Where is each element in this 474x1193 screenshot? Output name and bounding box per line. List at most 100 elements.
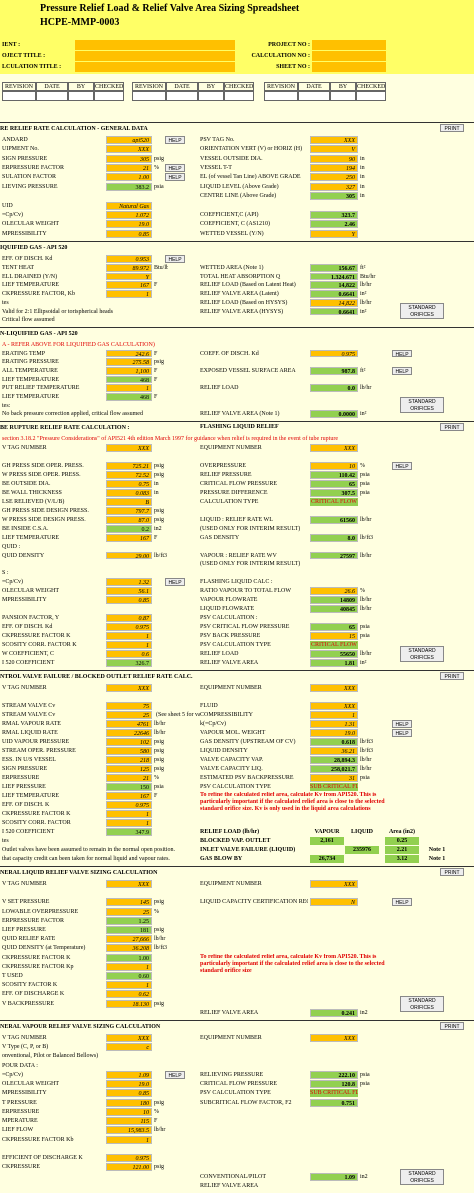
label: EFF. OF DISCH. Kd: [2, 256, 53, 262]
calc-cell: 468: [106, 393, 152, 401]
label: VESSEL T-T: [200, 165, 232, 172]
help-button[interactable]: HELP: [392, 367, 412, 375]
unit: lb/hr: [360, 385, 372, 392]
label: tes:: [2, 402, 11, 409]
calc-cell: 0.241: [310, 1008, 358, 1017]
calc-cell: 150: [106, 783, 152, 791]
help-button[interactable]: HELP: [165, 578, 185, 587]
help-button[interactable]: HELP: [392, 898, 412, 907]
input-cell: 1.072: [106, 210, 152, 219]
standard-orifices-button[interactable]: STANDARD ORIFICES: [400, 397, 444, 413]
label: QUID RELIEF RATE: [2, 936, 56, 943]
revision-header: CHECKED: [224, 82, 254, 91]
print-button[interactable]: PRINT: [440, 868, 464, 876]
print-button[interactable]: PRINT: [440, 1022, 464, 1030]
print-button[interactable]: PRINT: [440, 124, 464, 132]
input-cell: Natural Gas: [106, 201, 152, 210]
input-cell: 0.975: [106, 1154, 152, 1163]
unit: F: [154, 534, 158, 541]
help-button[interactable]: HELP: [165, 255, 185, 263]
label: FLUID: [200, 703, 218, 709]
label: MPERATURE: [2, 1118, 38, 1125]
label: PSV CALCULATION TYPE: [200, 1090, 271, 1097]
unit: Btu/lb: [154, 264, 168, 271]
input-cell: 1: [106, 962, 152, 971]
calc-cell: 1.00: [106, 953, 152, 962]
unit: %: [360, 462, 365, 469]
revision-header: DATE: [166, 82, 198, 91]
label: GH PRESS SIDE OPER. PRESS.: [2, 462, 84, 469]
label: W PRESS SIDE OPER. PRESS.: [2, 471, 81, 478]
input-cell: 102: [106, 738, 152, 746]
label: SIGN PRESSURE: [2, 766, 48, 772]
unit: lb/ft3: [154, 552, 167, 559]
label: V TAG NUMBER: [2, 685, 47, 691]
input-cell: N: [310, 898, 358, 907]
calc-cell: 181: [106, 926, 152, 934]
label: BE INSIDE C.S.A.: [2, 525, 49, 532]
label: OLECULAR WEIGHT: [2, 221, 60, 228]
label: =Cp/Cv): [2, 1071, 24, 1078]
input-cell: 275.58: [106, 358, 152, 366]
help-button[interactable]: HELP: [392, 461, 412, 470]
input-cell: 90: [310, 154, 358, 163]
result-cell: LIQUID: [350, 829, 373, 835]
label: RMAL VAPOUR RATE: [2, 721, 61, 727]
input-cell: Y: [106, 272, 152, 281]
unit: psia: [154, 183, 164, 190]
calc-cell: 0.0000: [310, 410, 358, 418]
input-cell: 0.75: [106, 479, 152, 488]
unit: in: [154, 480, 159, 487]
help-button[interactable]: HELP: [165, 173, 185, 182]
label: ERPRESSURE: [2, 775, 40, 781]
label: BE WALL THICKNESS: [2, 489, 62, 496]
revision-header: CHECKED: [356, 82, 386, 91]
help-button[interactable]: HELP: [392, 349, 412, 358]
input-cell: 22646: [106, 729, 152, 737]
input-cell: XXX: [106, 1034, 152, 1042]
input-cell: 10: [106, 1107, 152, 1116]
help-button[interactable]: HELP: [165, 164, 185, 173]
label: =Cp/Cv): [2, 579, 24, 586]
label: Outlet valves have been assumed to remai…: [2, 847, 175, 853]
label: EQUIPMENT NUMBER: [200, 685, 262, 691]
label: RELIEF LOAD: [200, 385, 239, 392]
standard-orifices-button[interactable]: STANDARD ORIFICES: [400, 303, 444, 319]
calc-cell: 27597: [310, 551, 358, 560]
help-button[interactable]: HELP: [392, 729, 412, 737]
unit: lb/hr: [154, 1127, 166, 1134]
revision-cell: [298, 91, 330, 101]
input-cell: 0.85: [106, 596, 152, 605]
help-button[interactable]: HELP: [165, 1070, 185, 1079]
label: GH PRESS SIDE DESIGN PRESS.: [2, 507, 89, 514]
label: PSV CRITICAL FLOW PRESSURE: [200, 624, 290, 631]
unit: psig: [154, 516, 165, 523]
field-label: OJECT TITLE :: [2, 53, 46, 59]
label: =Cp/Cv): [2, 211, 24, 218]
calc-cell: 0.6641: [310, 307, 358, 316]
input-cell: 0.975: [106, 801, 152, 809]
input-cell: 89.972: [106, 263, 152, 272]
help-button[interactable]: HELP: [392, 720, 412, 728]
label: PSV TAG No.: [200, 137, 235, 143]
result-cell: 2,161: [310, 837, 344, 845]
standard-orifices-button[interactable]: STANDARD ORIFICES: [400, 996, 444, 1012]
input-cell: XXX: [106, 880, 152, 888]
input-cell: 327: [310, 182, 358, 191]
standard-orifices-button[interactable]: STANDARD ORIFICES: [400, 1169, 444, 1185]
calc-cell: 40845: [310, 605, 358, 614]
label: LIQUID FLOWRATE: [200, 606, 255, 613]
unit: F: [154, 1118, 158, 1125]
help-button[interactable]: HELP: [165, 136, 185, 144]
unit: lb/hr: [360, 282, 372, 289]
print-button[interactable]: PRINT: [440, 672, 464, 680]
section-title: N-LIQUIFIED GAS - API 520: [0, 327, 474, 341]
standard-orifices-button[interactable]: STANDARD ORIFICES: [400, 646, 444, 662]
print-button[interactable]: PRINT: [440, 423, 464, 431]
label: EFF. OF DISCH. K: [2, 802, 50, 808]
revision-header: CHECKED: [94, 82, 124, 91]
label: V SET PRESSURE: [2, 899, 50, 906]
input-cell: 167: [106, 533, 152, 542]
unit: in: [360, 174, 365, 181]
